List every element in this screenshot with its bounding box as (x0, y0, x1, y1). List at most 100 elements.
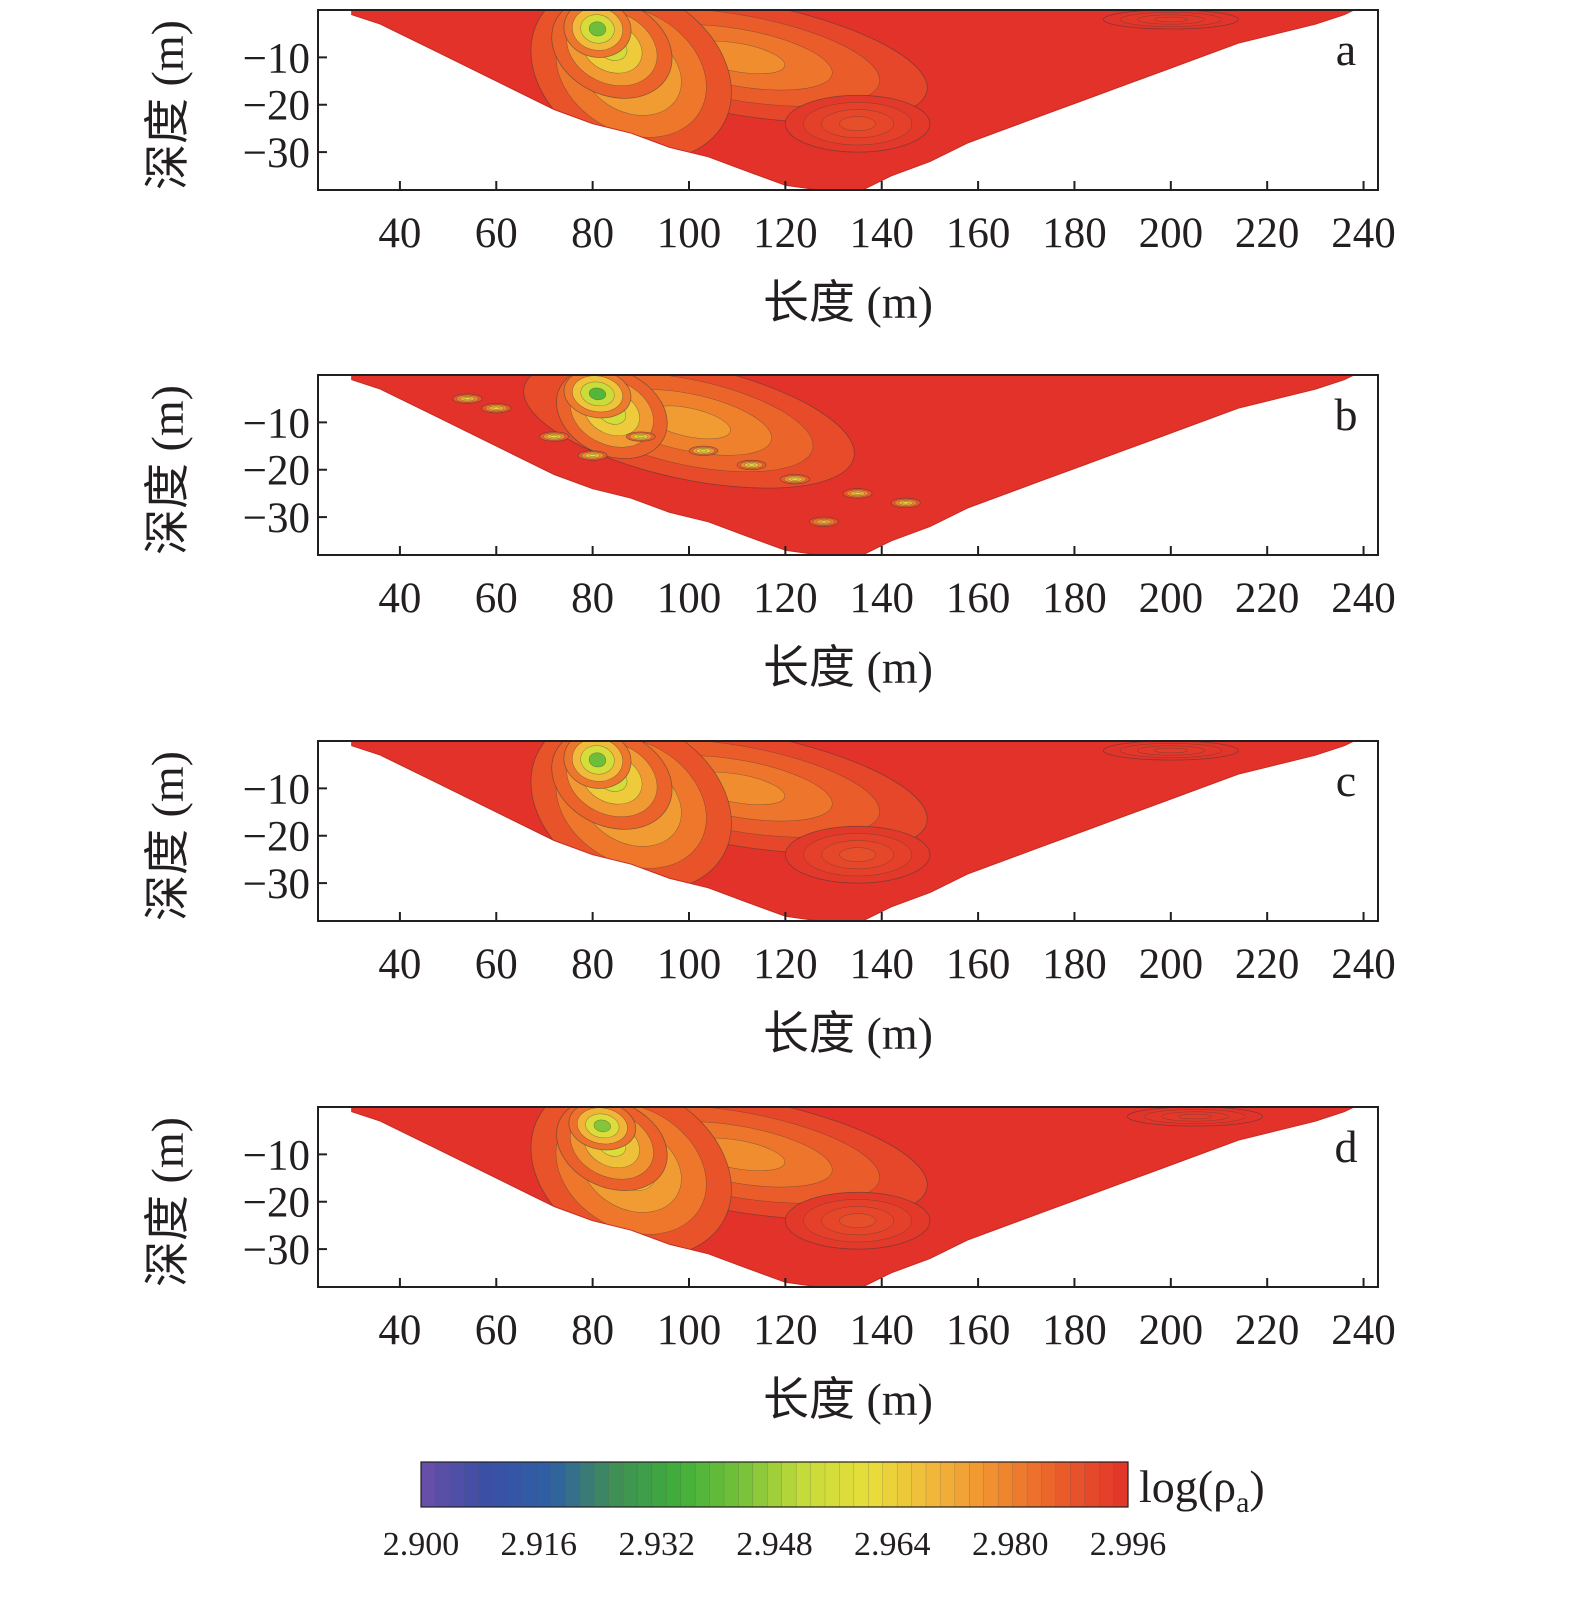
x-tick-label: 200 (1139, 1307, 1204, 1354)
colorbar-level (824, 1461, 840, 1508)
x-tick-label: 220 (1235, 1307, 1300, 1354)
x-tick-label: 120 (753, 210, 818, 257)
x-tick-label: 120 (753, 941, 818, 988)
colorbar-level (593, 1461, 610, 1508)
x-tick-label: 60 (475, 210, 518, 257)
colorbar-level (1012, 1461, 1028, 1508)
y-axis-title: 深度 (m) (142, 1117, 193, 1287)
x-tick-label: 160 (946, 575, 1011, 622)
x-tick-label: 80 (571, 575, 614, 622)
contour-fills (530, 741, 1239, 891)
y-tick-label: −10 (243, 766, 310, 813)
x-tick-label: 120 (753, 575, 818, 622)
y-tick-label: −30 (243, 861, 310, 908)
contour-region (588, 387, 607, 401)
contour-region (593, 1119, 611, 1133)
colorbar-tick-label: 2.980 (972, 1526, 1049, 1563)
colorbar-level (738, 1461, 754, 1508)
x-axis-title: 长度 (m) (763, 642, 933, 693)
colorbar-title: log(ρa) (1139, 1461, 1265, 1519)
x-tick-label: 220 (1235, 575, 1300, 622)
panel-label: c (1336, 755, 1356, 806)
y-tick-label: −10 (243, 1132, 310, 1179)
y-axis-title: 深度 (m) (142, 751, 193, 921)
colorbar-tick-label: 2.916 (501, 1526, 578, 1563)
colorbar-tick-label: 2.948 (736, 1526, 813, 1563)
x-tick-label: 100 (657, 210, 722, 257)
contour-region (550, 435, 558, 439)
x-tick-label: 220 (1235, 941, 1300, 988)
panel-label: b (1335, 389, 1358, 440)
colorbar-level (622, 1461, 638, 1508)
x-tick-label: 160 (946, 1307, 1011, 1354)
section-outline (351, 1106, 1355, 1288)
x-tick-label: 200 (1139, 210, 1204, 257)
colorbar-level (752, 1461, 768, 1508)
colorbar-level (781, 1461, 797, 1508)
x-tick-label: 100 (657, 941, 722, 988)
colorbar-level (723, 1461, 739, 1508)
contour-region (463, 397, 472, 401)
contour-fills (452, 375, 921, 527)
x-tick-label: 40 (378, 1307, 421, 1354)
x-tick-label: 180 (1042, 210, 1107, 257)
panel-a: 40 60 80 100 120 140 160 180 200 220 240 −10−20−30 长… (142, 9, 1396, 328)
contour-region (839, 116, 876, 132)
contour-region (588, 21, 607, 37)
colorbar-level (420, 1461, 436, 1508)
y-tick-label: −20 (243, 1180, 310, 1227)
colorbar-tick-label: 2.996 (1090, 1526, 1167, 1563)
colorbar-level (1084, 1461, 1100, 1508)
x-tick-label: 140 (849, 210, 914, 257)
x-tick-label: 220 (1235, 210, 1300, 257)
colorbar-level (954, 1461, 970, 1508)
colorbar-level (464, 1461, 480, 1508)
x-tick-label: 60 (475, 575, 518, 622)
colorbar-level (608, 1461, 624, 1508)
colorbar-level (651, 1461, 667, 1508)
colorbar-tick-label: 2.932 (618, 1526, 695, 1563)
x-tick-label: 180 (1042, 575, 1107, 622)
colorbar-level (694, 1461, 711, 1508)
colorbar-level (997, 1461, 1014, 1508)
colorbar-level (1070, 1461, 1086, 1508)
colorbar-level (925, 1461, 941, 1508)
colorbar-level (579, 1461, 595, 1508)
x-tick-label: 80 (571, 1307, 614, 1354)
panels: 40 60 80 100 120 140 160 180 200 220 240−10−20−30长… (142, 9, 1396, 1425)
contour-region (839, 847, 876, 863)
x-tick-label: 240 (1331, 575, 1396, 622)
x-tick-label: 40 (378, 941, 421, 988)
x-tick-label: 140 (849, 941, 914, 988)
x-tick-label: 60 (475, 1307, 518, 1354)
colorbar-level (795, 1461, 812, 1508)
y-tick-label: −30 (243, 1227, 310, 1274)
colorbar-level (536, 1461, 552, 1508)
plot-frame (317, 9, 1379, 191)
colorbar-level (565, 1461, 581, 1508)
plot-frame (317, 740, 1379, 922)
x-tick-label: 200 (1139, 575, 1204, 622)
plot-frame (317, 1106, 1379, 1288)
contour-region (1153, 747, 1188, 754)
x-tick-label: 140 (849, 575, 914, 622)
colorbar-level (882, 1461, 898, 1508)
x-tick-label: 40 (378, 210, 421, 257)
y-tick-label: −20 (243, 814, 310, 861)
section-outline (351, 374, 1355, 556)
x-tick-label: 140 (849, 1307, 914, 1354)
contour-region (820, 520, 828, 524)
x-tick-label: 80 (571, 210, 614, 257)
y-axis-title: 深度 (m) (142, 385, 193, 555)
x-tick-label: 60 (475, 941, 518, 988)
colorbar-level (521, 1461, 537, 1508)
plot-frame (317, 374, 1379, 556)
x-axis-title: 长度 (m) (763, 1374, 933, 1425)
colorbar-level (666, 1461, 682, 1508)
colorbar-level (1055, 1461, 1071, 1508)
contour-region (636, 435, 645, 439)
colorbar-level (478, 1461, 494, 1508)
panel-b: 40 60 80 100 120 140 160 180 200 220 240 −10−20−30 长… (142, 374, 1396, 693)
x-tick-label: 180 (1042, 1307, 1107, 1354)
